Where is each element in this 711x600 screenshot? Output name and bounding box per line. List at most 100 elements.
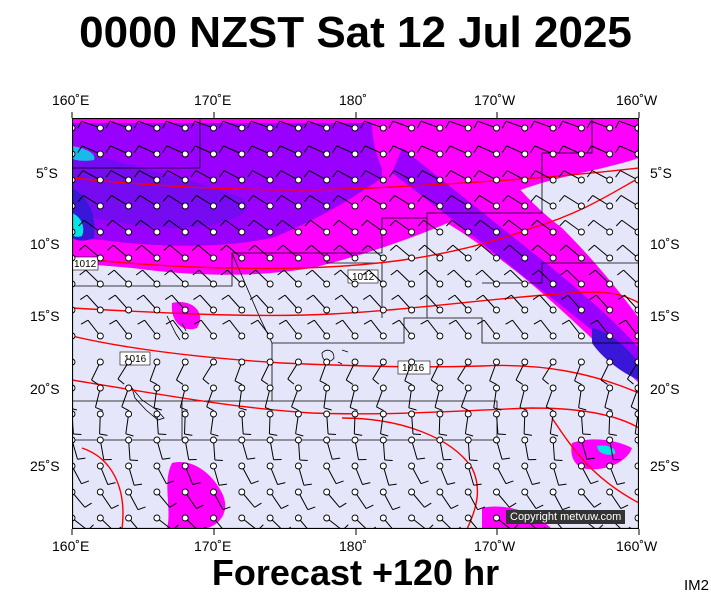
wind-barb [436, 514, 461, 529]
wind-barb [260, 358, 274, 385]
wind-barb [447, 269, 472, 288]
wind-barb [275, 120, 302, 132]
isobar-1016-se [551, 417, 639, 504]
wind-barb [351, 514, 377, 529]
wind-barb [125, 514, 149, 529]
wind-barb [464, 436, 478, 462]
wind-barb [589, 294, 614, 314]
wind-barb [121, 384, 133, 412]
isobar-1012 [72, 177, 639, 270]
wind-barb [560, 269, 585, 288]
wind-barb [521, 488, 544, 510]
wind-barb [493, 384, 502, 411]
wind-barb [545, 384, 557, 412]
wind-barb [163, 244, 189, 262]
wind-barb [332, 145, 359, 158]
wind-barb [191, 219, 217, 236]
wind-barb [218, 120, 246, 132]
wind-barb [135, 269, 161, 288]
wind-barb [408, 462, 429, 485]
wind-barb [125, 488, 146, 511]
wind-barb [164, 269, 189, 288]
wind-barb [305, 244, 331, 262]
wind-barb [96, 488, 119, 510]
wind-barb [275, 194, 302, 210]
wind-barb [323, 384, 332, 411]
wind-barb [604, 384, 614, 411]
wind-barb [460, 384, 472, 412]
wind-barb [408, 410, 422, 436]
wind-barb [464, 462, 482, 486]
wind-barb [372, 358, 387, 385]
wind-barb [109, 319, 133, 340]
wind-barb [278, 319, 302, 340]
wind-barb [277, 269, 302, 288]
lat-label-left-5s: 5˚S [36, 165, 58, 181]
wind-barb [417, 170, 444, 184]
wind-barb [323, 488, 347, 508]
wind-barb [77, 145, 104, 158]
wind-barb [388, 145, 416, 158]
wind-barb [533, 319, 557, 340]
lon-label-top-160w: 160˚W [616, 92, 658, 108]
wind-barb [493, 462, 514, 485]
wind-barb [304, 194, 331, 210]
wind-barb [430, 358, 444, 385]
wind-barb [303, 170, 331, 184]
isobar-1008-north [72, 167, 639, 191]
wind-barb [574, 358, 585, 386]
lat-label-right-15s: 15˚S [650, 308, 680, 324]
wind-barb [181, 410, 193, 436]
lon-label-bottom-170w: 170˚W [474, 538, 516, 554]
wind-barb [306, 294, 331, 314]
wind-barb [162, 170, 189, 184]
wind-barb [588, 269, 614, 288]
wind-barb [125, 436, 139, 462]
wind-barb [586, 120, 614, 132]
wind-barb [206, 384, 217, 412]
wind-barb [375, 384, 387, 412]
wind-barb [78, 219, 104, 236]
wind-barb [600, 358, 614, 385]
island-vanuatu [166, 315, 187, 341]
wind-barb [163, 219, 189, 236]
wind-barb [202, 358, 217, 385]
wind-barb [266, 462, 286, 486]
wind-barb [360, 194, 387, 210]
wind-barb [360, 120, 387, 132]
wind-barb [521, 410, 533, 436]
wind-barb [577, 436, 595, 460]
forecast-label: Forecast +120 hr [211, 552, 500, 593]
svg-text:1012: 1012 [352, 272, 375, 283]
wind-barb [530, 145, 557, 158]
wind-barb [96, 410, 108, 436]
wind-barb [304, 219, 331, 236]
wind-barb [219, 194, 246, 210]
weather-map: 1012 1012 1016 1016 [72, 118, 639, 529]
wind-barb [549, 410, 559, 437]
wind-barb [606, 410, 617, 436]
wind-barb [249, 269, 274, 288]
wind-barb [266, 410, 278, 436]
wind-barb [362, 294, 387, 314]
wind-barb [221, 294, 246, 314]
wind-barb [238, 384, 247, 411]
wind-barb [577, 384, 587, 411]
rain-patch-mid [171, 302, 201, 330]
wind-barb [137, 319, 161, 340]
map-frame [72, 118, 639, 529]
wind-barb [532, 294, 557, 314]
wind-barb [96, 462, 116, 486]
wind-barb [473, 194, 500, 210]
wind-barb [502, 194, 529, 210]
wind-barb [96, 436, 112, 461]
rain-spot-se [592, 328, 639, 380]
wind-barb [464, 410, 474, 437]
wind-barb [210, 514, 234, 529]
wind-barb [77, 194, 104, 210]
wind-barb [351, 410, 363, 436]
wind-barb [190, 145, 217, 158]
wind-barb [530, 194, 557, 210]
wind-barb [181, 514, 207, 529]
wind-barb [181, 436, 197, 461]
